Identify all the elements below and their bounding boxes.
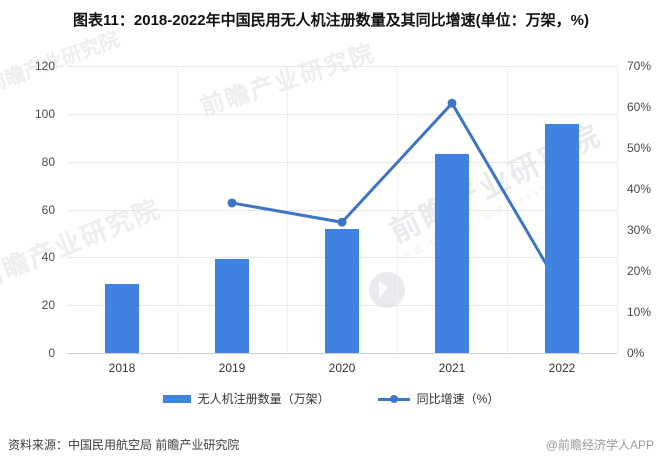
- x-axis-label-2022: 2022: [548, 361, 576, 375]
- legend-label-line: 同比增速（%）: [416, 392, 500, 406]
- left-axis-tick-label: 100: [34, 106, 55, 121]
- gridline: [67, 113, 617, 115]
- bar-2018: [105, 284, 139, 353]
- bar-2022: [545, 123, 579, 353]
- credit-text: @前瞻经济学人APP: [545, 438, 654, 452]
- line-series-swatch: [377, 394, 410, 404]
- bar-series-swatch: [162, 394, 191, 403]
- x-axis-label-2020: 2020: [328, 361, 356, 375]
- x-axis-label-2019: 2019: [218, 361, 246, 375]
- gridline: [67, 161, 617, 163]
- right-axis-tick-label: 40%: [627, 182, 652, 196]
- legend-item-line: 同比增速（%）: [377, 390, 500, 407]
- right-axis-tick-label: 60%: [627, 100, 652, 114]
- legend: 无人机注册数量（万架） 同比增速（%）: [0, 390, 662, 407]
- gridline: [67, 209, 617, 211]
- bar-2021: [435, 154, 469, 353]
- growth-line: [231, 101, 564, 292]
- right-axis-tick-label: 20%: [627, 264, 652, 278]
- bar-2020: [325, 229, 359, 353]
- left-axis-tick-label: 60: [41, 202, 55, 217]
- right-axis-tick-label: 10%: [627, 305, 652, 319]
- line-marker: [447, 98, 457, 108]
- right-axis-tick-label: 0%: [627, 346, 645, 360]
- left-axis-tick-label: 40: [41, 250, 55, 265]
- chart-title: 图表11：2018-2022年中国民用无人机注册数量及其同比增速(单位：万架，%…: [73, 12, 589, 29]
- line-marker: [337, 217, 347, 227]
- left-axis-tick-label: 0: [48, 346, 55, 360]
- left-axis-tick-label: 20: [41, 298, 55, 313]
- right-axis-tick-label: 70%: [627, 59, 652, 73]
- left-axis-tick-label: 80: [41, 154, 55, 169]
- x-axis-label-2021: 2021: [438, 361, 466, 375]
- gridline: [67, 66, 617, 67]
- legend-item-bar: 无人机注册数量（万架）: [162, 390, 330, 407]
- left-axis-tick-label: 120: [34, 59, 55, 73]
- vertical-gridline: [617, 66, 618, 353]
- x-axis-label-2018: 2018: [108, 361, 136, 375]
- line-marker: [227, 198, 237, 208]
- right-axis-tick-label: 30%: [627, 223, 652, 237]
- x-axis-line: [67, 353, 617, 354]
- right-axis-tick-label: 50%: [627, 141, 652, 155]
- data-source-text: 资料来源：中国民用航空局 前瞻产业研究院: [8, 438, 240, 452]
- legend-label-bar: 无人机注册数量（万架）: [197, 392, 330, 406]
- bar-2019: [215, 259, 249, 353]
